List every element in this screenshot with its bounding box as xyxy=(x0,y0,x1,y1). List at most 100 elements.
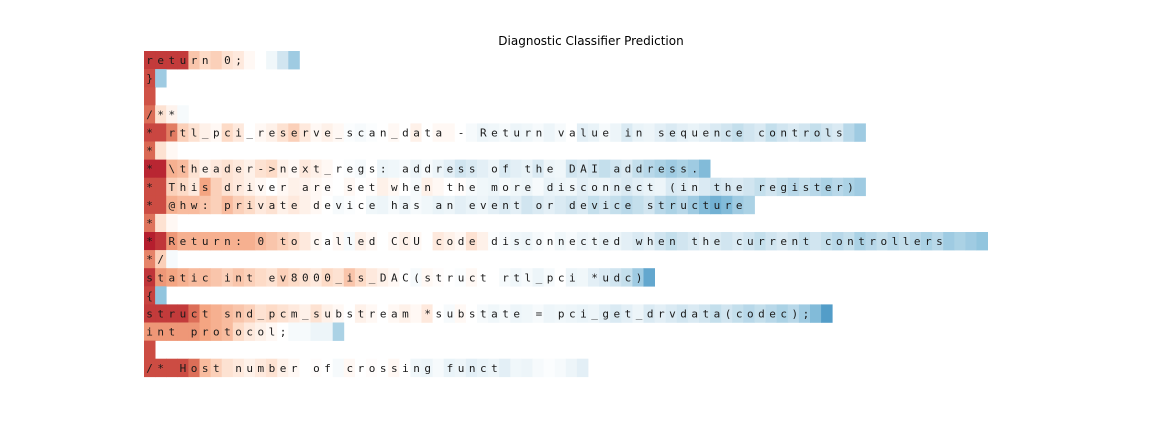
heatmap-cell xyxy=(576,177,589,197)
heatmap-cell xyxy=(199,322,211,341)
heatmap-cell xyxy=(588,268,600,287)
heatmap-cell xyxy=(965,232,977,251)
heatmap-cell xyxy=(266,232,278,251)
heatmap-cell xyxy=(166,250,178,269)
heatmap-row: * @hw: private device has an event or de… xyxy=(144,195,755,215)
heatmap-cell xyxy=(377,268,389,287)
heatmap-cell xyxy=(488,177,500,197)
heatmap-cell xyxy=(255,51,267,70)
heatmap-cell xyxy=(354,268,367,287)
heatmap-cell xyxy=(310,159,322,178)
heatmap-cell xyxy=(443,232,456,251)
heatmap-cell xyxy=(255,304,267,323)
heatmap-cell xyxy=(210,358,223,378)
heatmap-cell xyxy=(343,232,356,251)
heatmap-cell xyxy=(310,177,322,197)
heatmap-cell xyxy=(743,123,755,142)
heatmap-cell xyxy=(465,304,478,323)
heatmap-cell xyxy=(266,322,278,341)
heatmap-cell xyxy=(166,51,178,70)
heatmap-cell xyxy=(288,177,300,197)
heatmap-cell xyxy=(565,304,578,323)
heatmap-cell xyxy=(199,159,211,178)
heatmap-cell xyxy=(366,268,378,287)
heatmap-cell xyxy=(221,195,234,215)
heatmap-cell xyxy=(499,177,511,197)
heatmap-cell xyxy=(787,304,800,323)
heatmap-cell xyxy=(565,268,578,287)
heatmap-cell xyxy=(565,123,578,142)
heatmap-cell xyxy=(976,232,988,251)
heatmap-cell xyxy=(210,51,223,70)
heatmap-cell xyxy=(721,304,733,323)
line-text: } xyxy=(146,72,153,85)
heatmap-cell xyxy=(144,141,156,160)
heatmap-cell xyxy=(599,177,611,197)
heatmap-cell xyxy=(144,268,156,287)
heatmap-cell xyxy=(687,123,700,142)
heatmap-cell xyxy=(532,177,544,197)
heatmap-cell xyxy=(155,268,167,287)
heatmap-cell xyxy=(388,304,400,323)
heatmap-cell xyxy=(199,51,211,70)
heatmap-cell xyxy=(343,123,356,142)
heatmap-cell xyxy=(410,195,422,215)
heatmap-cell xyxy=(310,195,322,215)
heatmap-cell xyxy=(221,51,234,70)
heatmap-cell xyxy=(454,232,467,251)
heatmap-cell xyxy=(321,322,334,341)
heatmap-cell xyxy=(554,159,567,178)
heatmap-cell xyxy=(377,304,389,323)
heatmap-cell xyxy=(543,177,556,197)
heatmap-cell xyxy=(177,51,189,70)
heatmap-cell xyxy=(210,232,223,251)
heatmap-cell xyxy=(388,268,400,287)
heatmap-cell xyxy=(388,177,400,197)
heatmap-row: { xyxy=(144,286,167,305)
heatmap-cell xyxy=(643,195,655,215)
heatmap-cell xyxy=(499,358,511,378)
heatmap-cell xyxy=(787,177,800,197)
heatmap-cell xyxy=(377,177,389,197)
heatmap-cell xyxy=(310,232,322,251)
heatmap-cell xyxy=(310,304,322,323)
heatmap-cell xyxy=(687,304,700,323)
heatmap-cell xyxy=(776,232,789,251)
heatmap-cell xyxy=(432,177,445,197)
heatmap-cell xyxy=(599,159,611,178)
heatmap-cell xyxy=(266,177,278,197)
heatmap-cell xyxy=(332,177,345,197)
heatmap-cell xyxy=(299,123,311,142)
heatmap-cell xyxy=(610,123,622,142)
heatmap-cell xyxy=(155,286,167,305)
heatmap-cell xyxy=(554,304,567,323)
heatmap-row: /* Host number of crossing funct xyxy=(144,358,589,378)
heatmap-cell xyxy=(366,195,378,215)
heatmap-cell xyxy=(521,232,533,251)
heatmap-cell xyxy=(410,177,422,197)
heatmap-cell xyxy=(243,322,256,341)
heatmap-cell xyxy=(554,123,567,142)
heatmap-cell xyxy=(232,358,245,378)
heatmap-cell xyxy=(366,304,378,323)
heatmap-cell xyxy=(321,268,334,287)
heatmap-cell xyxy=(643,123,655,142)
heatmap-cell xyxy=(266,51,278,70)
heatmap-cell xyxy=(232,304,245,323)
heatmap-cell xyxy=(721,123,733,142)
heatmap-cell xyxy=(399,232,411,251)
heatmap-cell xyxy=(687,232,700,251)
heatmap-cell xyxy=(654,195,667,215)
heatmap-cell xyxy=(366,358,378,378)
heatmap-cell xyxy=(532,195,544,215)
heatmap-cell xyxy=(743,177,755,197)
heatmap-cell xyxy=(710,304,722,323)
heatmap-cell xyxy=(288,159,300,178)
heatmap-cell xyxy=(144,232,156,251)
heatmap-cell xyxy=(288,232,300,251)
heatmap-cell xyxy=(421,159,433,178)
heatmap-cell xyxy=(366,177,378,197)
heatmap-cell xyxy=(177,195,189,215)
heatmap-cell xyxy=(377,358,389,378)
